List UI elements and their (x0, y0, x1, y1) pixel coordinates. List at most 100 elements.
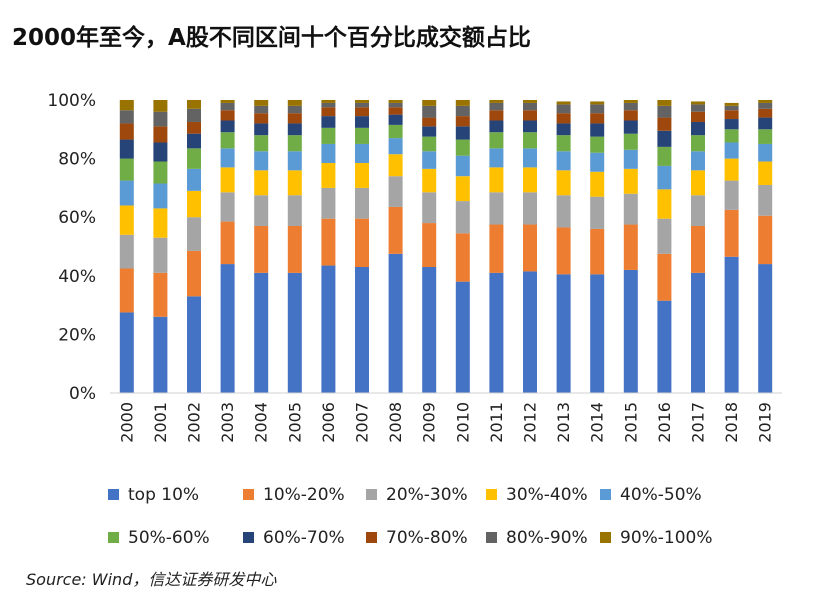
x-tick-label: 2019 (756, 402, 775, 443)
x-tick-label: 2002 (185, 402, 204, 443)
bar-segment-2015-20-30- (623, 193, 638, 225)
bar-segment-2011-10-20- (489, 224, 504, 273)
bar-segment-2010-40-50- (455, 155, 470, 177)
bar-segment-2002-70-80- (187, 121, 201, 134)
bar-segment-2010-10-20- (455, 233, 470, 282)
bar-segment-2005-10-20- (287, 225, 302, 273)
bar-segment-2007-10-20- (355, 218, 369, 268)
bar-segment-2003-80-90- (220, 102, 235, 111)
bar-segment-2008-50-60- (388, 124, 403, 139)
bar-segment-2004-70-80- (254, 113, 269, 124)
bar-segment-2013-10-20- (556, 227, 571, 275)
bar-segment-2016-90-100- (657, 100, 672, 106)
bar-segment-2001-10-20- (153, 272, 168, 317)
bar-segment-2015-10-20- (623, 224, 638, 270)
bar-segment-2006-10-20- (321, 218, 336, 266)
bar-segment-2005-80-90- (287, 105, 302, 114)
bar-segment-2017-70-80- (691, 111, 705, 122)
bar-segment-2006-50-60- (321, 127, 336, 144)
x-tick-label: 2000 (117, 402, 136, 443)
bar-segment-2016-50-60- (657, 146, 672, 166)
bar-segment-2006-top-10- (321, 265, 336, 393)
y-tick-label: 60% (58, 208, 96, 228)
bar-segment-2007-70-80- (355, 107, 369, 117)
bar-segment-2008-30-40- (388, 154, 403, 177)
bar-segment-2019-50-60- (758, 129, 773, 144)
x-tick-label: 2014 (588, 402, 607, 443)
bar-segment-2011-70-80- (489, 110, 504, 121)
bar-segment-2010-top-10- (455, 281, 470, 393)
bar-segment-2007-20-30- (355, 187, 369, 219)
bar-segment-2001-30-40- (153, 208, 168, 238)
bar-segment-2001-60-70- (153, 142, 168, 162)
bar-segment-2014-60-70- (590, 123, 605, 137)
bar-segment-2011-40-50- (489, 148, 504, 168)
bar-segment-2012-70-80- (523, 110, 537, 121)
legend-label: top 10% (128, 485, 199, 505)
bar-segment-2014-90-100- (590, 101, 605, 105)
bar-segment-2016-80-90- (657, 105, 672, 118)
bar-segment-2005-30-40- (287, 170, 302, 196)
bar-segment-2010-70-80- (455, 116, 470, 127)
y-tick-label: 0% (69, 384, 96, 404)
bar-area (119, 100, 773, 393)
bar-segment-2017-90-100- (691, 101, 705, 105)
bar-segment-2014-50-60- (590, 136, 605, 153)
source-note: Source: Wind，信达证券研发中心 (26, 570, 277, 589)
legend-label: 30%-40% (506, 485, 588, 505)
bar-segment-2017-60-70- (691, 121, 705, 136)
bar-segment-2008-20-30- (388, 176, 403, 207)
x-tick-label: 2010 (453, 402, 472, 443)
bar-segment-2015-40-50- (623, 149, 638, 169)
bar-segment-2015-50-60- (623, 133, 638, 150)
legend-swatch (366, 489, 377, 500)
bar-segment-2015-top-10- (623, 269, 638, 393)
bar-segment-2019-40-50- (758, 143, 773, 162)
y-tick-label: 20% (58, 325, 96, 345)
bar-segment-2000-80-90- (119, 110, 134, 124)
legend-swatch (243, 532, 254, 543)
bar-segment-2002-30-40- (187, 190, 201, 218)
bar-segment-2011-60-70- (489, 120, 504, 133)
bar-segment-2017-40-50- (691, 151, 705, 171)
bar-segment-2004-40-50- (254, 151, 269, 171)
bar-segment-2012-80-90- (523, 102, 537, 111)
legend-label: 50%-60% (128, 528, 210, 548)
bar-segment-2005-top-10- (287, 272, 302, 393)
bar-segment-2012-10-20- (523, 224, 537, 272)
bar-segment-2006-40-50- (321, 143, 336, 163)
bar-segment-2014-80-90- (590, 104, 605, 114)
bar-segment-2008-70-80- (388, 107, 403, 115)
bar-segment-2007-50-60- (355, 127, 369, 144)
bar-segment-2018-70-80- (724, 110, 739, 120)
bar-segment-2013-top-10- (556, 274, 571, 393)
bar-segment-2018-80-90- (724, 105, 739, 111)
bar-segment-2002-80-90- (187, 108, 201, 122)
legend-swatch (600, 489, 611, 500)
bar-segment-2000-30-40- (119, 205, 134, 235)
x-tick-label: 2006 (319, 402, 338, 443)
bar-segment-2009-20-30- (422, 192, 437, 224)
bar-segment-2019-90-100- (758, 100, 773, 103)
y-tick-label: 100% (47, 91, 96, 111)
bar-segment-2015-30-40- (623, 168, 638, 194)
bar-segment-2004-20-30- (254, 195, 269, 226)
bar-segment-2008-80-90- (388, 102, 403, 108)
bar-segment-2009-60-70- (422, 126, 437, 137)
bar-segment-2002-10-20- (187, 250, 201, 297)
y-axis: 0% 20% 40% 60% 80% 100% (47, 91, 96, 404)
bar-segment-2005-40-50- (287, 151, 302, 171)
bar-segment-2006-90-100- (321, 100, 336, 103)
y-tick-label: 40% (58, 267, 96, 287)
legend-swatch (108, 489, 119, 500)
bar-segment-2000-50-60- (119, 158, 134, 181)
bar-segment-2000-20-30- (119, 234, 134, 269)
bar-segment-2009-30-40- (422, 168, 437, 193)
bar-segment-2000-70-80- (119, 123, 134, 140)
bar-segment-2004-top-10- (254, 272, 269, 393)
bar-segment-2016-60-70- (657, 130, 672, 147)
bar-segment-2019-10-20- (758, 215, 773, 265)
bar-segment-2003-50-60- (220, 132, 235, 149)
legend-swatch (486, 532, 497, 543)
legend-label: 60%-70% (263, 528, 345, 548)
